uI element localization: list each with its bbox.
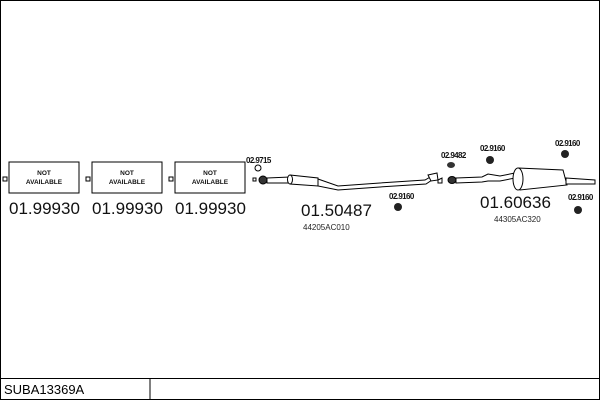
- not-available-label: AVAILABLE: [26, 179, 63, 186]
- accessory-code: 02.9160: [568, 193, 594, 202]
- accessory-clamp[interactable]: 02.9715: [246, 156, 272, 172]
- part-code: 01.99930: [9, 199, 80, 218]
- not-available-label: AVAILABLE: [109, 179, 146, 186]
- oem-number: 44205AC010: [303, 223, 350, 232]
- part-code: 01.99930: [175, 199, 246, 218]
- accessory-rubber-mount[interactable]: 02.9160: [389, 192, 415, 211]
- unavailable-part-2[interactable]: NOT AVAILABLE 01.99930: [85, 161, 163, 218]
- accessory-gasket[interactable]: 02.9482: [441, 151, 467, 168]
- accessory-code: 02.9715: [246, 156, 272, 165]
- not-available-label: NOT: [37, 170, 51, 177]
- oem-number: 44305AC320: [494, 215, 541, 224]
- middle-pipe[interactable]: [252, 172, 439, 191]
- accessory-rubber-mount[interactable]: 02.9160: [480, 144, 506, 164]
- accessory-code: 02.9160: [389, 192, 415, 201]
- accessory-code: 02.9160: [480, 144, 506, 153]
- part-code: 01.50487: [301, 201, 372, 220]
- rear-silencer[interactable]: [437, 167, 596, 191]
- part-code: 01.60636: [480, 193, 551, 212]
- accessory-code: 02.9160: [555, 139, 581, 148]
- accessory-rubber-mount[interactable]: 02.9160: [555, 139, 581, 158]
- unavailable-part-3[interactable]: NOT AVAILABLE 01.99930: [168, 161, 246, 218]
- not-available-label: NOT: [120, 170, 134, 177]
- unavailable-part-1[interactable]: NOT AVAILABLE 01.99930: [2, 161, 80, 218]
- accessory-rubber-mount[interactable]: 02.9160: [568, 193, 594, 214]
- part-code: 01.99930: [92, 199, 163, 218]
- not-available-label: AVAILABLE: [192, 179, 229, 186]
- not-available-label: NOT: [203, 170, 217, 177]
- diagram-title: SUBA13369A: [4, 382, 85, 397]
- accessory-code: 02.9482: [441, 151, 467, 160]
